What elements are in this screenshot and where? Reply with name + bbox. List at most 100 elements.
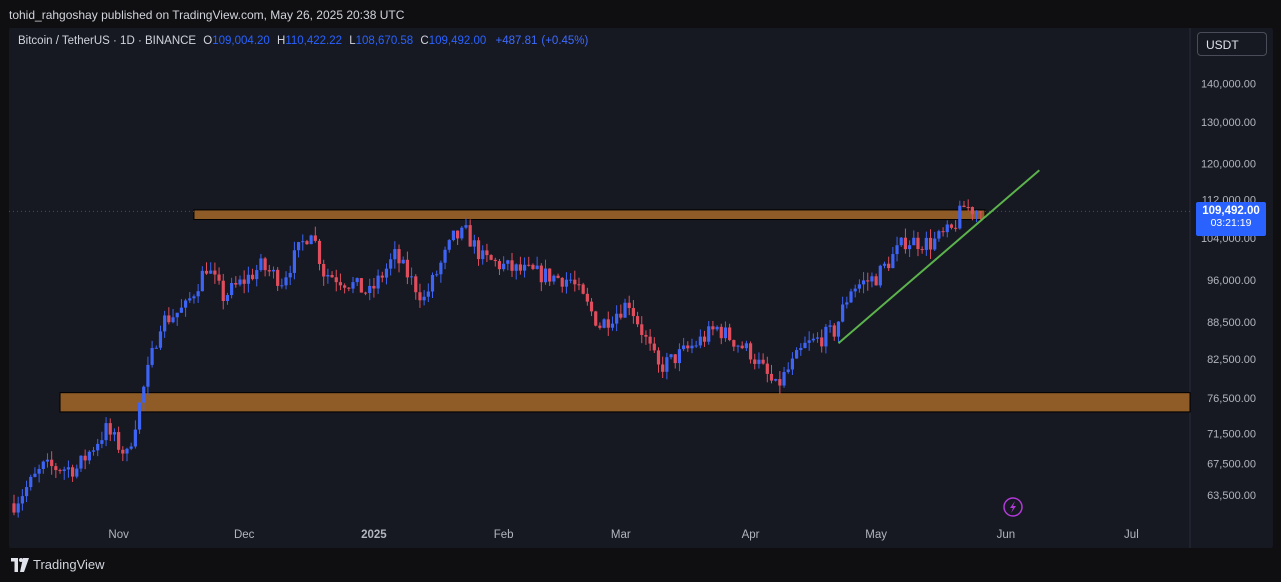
candle-body xyxy=(154,347,158,349)
candle-body xyxy=(757,359,761,364)
candle-body xyxy=(857,284,861,289)
lightning-icon-ring xyxy=(1003,497,1023,517)
candle-body xyxy=(37,468,41,474)
candle-body xyxy=(33,473,37,477)
candle-body xyxy=(841,304,845,322)
candle-body xyxy=(468,225,472,247)
candle-body xyxy=(698,336,702,346)
y-tick-label: 82,500.00 xyxy=(1207,354,1256,366)
x-tick-label: May xyxy=(865,529,887,541)
symbol-legend[interactable]: Bitcoin / TetherUS · 1D · BINANCE O109,0… xyxy=(18,35,588,47)
candle-body xyxy=(820,337,824,347)
candle-body xyxy=(506,260,510,264)
candle-body xyxy=(640,324,644,335)
candle-body xyxy=(435,274,439,276)
candle-body xyxy=(267,270,271,272)
candle-body xyxy=(485,250,489,256)
candle-body xyxy=(96,443,100,451)
candle-body xyxy=(376,275,380,289)
symbol-name[interactable]: Bitcoin / TetherUS · 1D · BINANCE xyxy=(18,35,197,47)
candle-body xyxy=(748,343,753,360)
candle-body xyxy=(652,343,656,351)
candle-body xyxy=(238,279,242,285)
candle-body xyxy=(845,302,849,305)
candle-body xyxy=(665,357,669,372)
candle-body xyxy=(928,237,933,250)
change-percent: (+0.45%) xyxy=(541,35,589,47)
y-tick-label: 96,000.00 xyxy=(1207,275,1256,287)
candle-body xyxy=(112,432,117,435)
candle-body xyxy=(280,285,284,287)
change-value: +487.81 xyxy=(495,35,538,47)
candle-body xyxy=(16,503,20,513)
candle-body xyxy=(849,291,853,303)
candle-body xyxy=(782,372,786,386)
candle-body xyxy=(736,345,740,347)
candle-body xyxy=(631,308,635,317)
candle-body xyxy=(803,342,807,349)
brand-name[interactable]: TradingView xyxy=(33,557,105,572)
publication-info: tohid_rahgoshay published on TradingView… xyxy=(9,8,405,22)
candle-body xyxy=(20,496,24,504)
candle-body xyxy=(702,336,707,342)
candle-body xyxy=(196,291,200,297)
candle-body xyxy=(230,282,234,296)
candle-body xyxy=(527,264,531,266)
candle-body xyxy=(899,237,903,246)
candle-body xyxy=(41,461,45,469)
candle-body xyxy=(430,275,435,292)
candle-body xyxy=(861,280,866,285)
candle-body xyxy=(259,258,263,271)
candle-body xyxy=(832,325,836,337)
candle-body xyxy=(326,275,330,277)
candle-body xyxy=(723,327,728,339)
candle-body xyxy=(878,265,882,286)
candle-body xyxy=(615,313,619,324)
candle-body xyxy=(895,245,899,255)
candle-body xyxy=(769,373,774,381)
x-tick-label: Jun xyxy=(997,529,1016,541)
candle-body xyxy=(924,237,928,250)
candle-body xyxy=(853,288,857,292)
bar-countdown: 03:21:19 xyxy=(1210,217,1252,229)
candle-body xyxy=(602,319,606,328)
candle-body xyxy=(778,379,782,386)
y-tick-label: 63,500.00 xyxy=(1207,490,1256,502)
currency-button[interactable]: USDT xyxy=(1197,32,1267,56)
candles xyxy=(12,199,983,518)
candle-body xyxy=(422,296,426,301)
tradingview-logo-icon[interactable] xyxy=(11,558,29,572)
candle-body xyxy=(522,264,527,271)
lightning-icon[interactable] xyxy=(1003,497,1023,517)
candle-body xyxy=(489,255,493,260)
x-tick-label: Feb xyxy=(494,529,514,541)
candle-body xyxy=(401,259,405,264)
candle-body xyxy=(954,227,958,229)
open-key: O xyxy=(203,35,213,47)
candle-body xyxy=(380,275,384,278)
candle-body xyxy=(451,230,456,241)
x-tick-label: Jul xyxy=(1124,529,1139,541)
candle-body xyxy=(472,240,476,247)
candle-body xyxy=(669,354,673,358)
chart-panel[interactable] xyxy=(9,28,1273,548)
candle-body xyxy=(276,269,280,286)
candle-body xyxy=(209,270,213,274)
high-key: H xyxy=(277,35,286,47)
x-tick-label: Apr xyxy=(742,529,760,541)
candle-body xyxy=(606,319,610,328)
candle-body xyxy=(774,379,778,381)
candle-body xyxy=(552,275,556,282)
candle-body xyxy=(263,258,267,271)
support-trendline xyxy=(837,169,1040,344)
candle-body xyxy=(476,240,481,260)
candle-body xyxy=(962,205,966,208)
candle-body xyxy=(284,277,288,286)
candle-body xyxy=(799,348,803,351)
x-tick-label: Nov xyxy=(108,529,129,541)
top-bar: tohid_rahgoshay published on TradingView… xyxy=(0,0,1281,28)
candle-body xyxy=(682,345,686,350)
candle-body xyxy=(317,240,322,265)
candle-body xyxy=(795,350,799,359)
